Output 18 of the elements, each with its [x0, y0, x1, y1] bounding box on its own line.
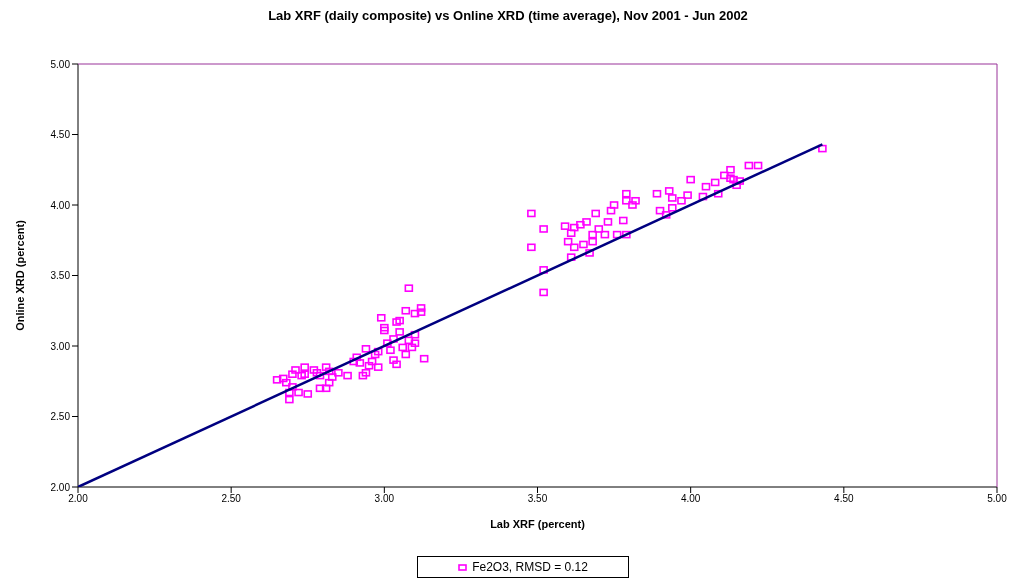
- chart-title: Lab XRF (daily composite) vs Online XRD (time average), Nov 2001 - Jun 2002: [267, 8, 749, 23]
- x-tick-label: 4.00: [680, 493, 701, 505]
- y-axis-title: Online XRD (percent): [13, 219, 26, 331]
- y-tick-label: 5.00: [50, 58, 71, 70]
- x-tick-label: 3.00: [374, 493, 395, 505]
- x-tick-label: 2.50: [221, 493, 242, 505]
- y-tick-label: 2.50: [50, 411, 71, 423]
- x-tick-label: 5.00: [987, 493, 1008, 505]
- x-tick-label: 4.50: [834, 493, 854, 505]
- x-tick-label: 2.00: [68, 493, 89, 505]
- x-tick-label: 3.50: [527, 493, 548, 505]
- y-tick-label: 4.00: [50, 199, 71, 211]
- y-tick-label: 3.00: [50, 340, 71, 352]
- x-axis-title: Lab XRF (percent): [490, 518, 586, 530]
- y-tick-label: 4.50: [50, 129, 71, 141]
- legend-label: Fe2O3, RMSD = 0.12: [472, 560, 588, 574]
- y-tick-label: 3.50: [50, 270, 71, 282]
- y-tick-label: 2.00: [50, 481, 71, 493]
